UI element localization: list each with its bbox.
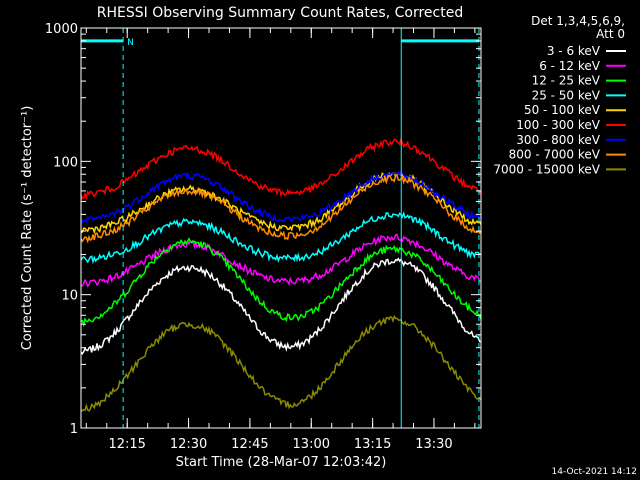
y-axis-label: Corrected Count Rate (s⁻¹ detector⁻¹) — [20, 106, 35, 351]
y-tick-label: 100 — [53, 155, 78, 170]
generation-timestamp: 14-Oct-2021 14:12 — [552, 467, 637, 477]
legend-label: 50 - 100 keV — [524, 103, 601, 117]
series-line — [80, 136, 482, 201]
legend-label: 100 - 300 keV — [516, 118, 600, 132]
x-tick-label: 12:15 — [108, 437, 145, 452]
series-line — [80, 257, 482, 355]
legend-label: 3 - 6 keV — [547, 44, 601, 58]
legend-label: 6 - 12 keV — [539, 59, 601, 73]
x-tick-label: 13:15 — [354, 437, 391, 452]
y-tick-label: 1000 — [45, 22, 78, 37]
series-line — [80, 314, 482, 412]
series-line — [80, 172, 482, 235]
night-label: N — [127, 38, 134, 48]
legend-header-line2: Att 0 — [596, 27, 625, 41]
x-tick-label: 12:30 — [170, 437, 207, 452]
legend-header-line1: Det 1,3,4,5,6,9, — [531, 14, 625, 28]
legend-label: 12 - 25 keV — [532, 74, 601, 88]
series-line — [80, 233, 482, 288]
y-axis: 1 10 100 1000 — [45, 22, 481, 437]
x-tick-label: 13:00 — [293, 437, 330, 452]
x-axis: 12:15 12:30 12:45 13:00 13:15 13:30 — [85, 28, 476, 452]
legend-label: 300 - 800 keV — [516, 133, 600, 147]
series-line — [80, 170, 482, 224]
series-line — [80, 211, 482, 265]
legend-label: 7000 - 15000 keV — [493, 162, 600, 176]
chart-title: RHESSI Observing Summary Count Rates, Co… — [97, 5, 463, 21]
legend-label: 25 - 50 keV — [532, 88, 601, 102]
series-layer — [80, 136, 482, 412]
y-tick-label: 10 — [61, 289, 78, 304]
x-tick-label: 13:30 — [415, 437, 452, 452]
plot-frame — [80, 27, 482, 429]
series-line — [80, 237, 482, 328]
legend-label: 800 - 7000 keV — [509, 148, 601, 162]
x-axis-label: Start Time (28-Mar-07 12:03:42) — [176, 455, 387, 470]
x-tick-label: 12:45 — [231, 437, 268, 452]
series-line — [80, 174, 482, 244]
y-tick-label: 1 — [70, 422, 78, 437]
